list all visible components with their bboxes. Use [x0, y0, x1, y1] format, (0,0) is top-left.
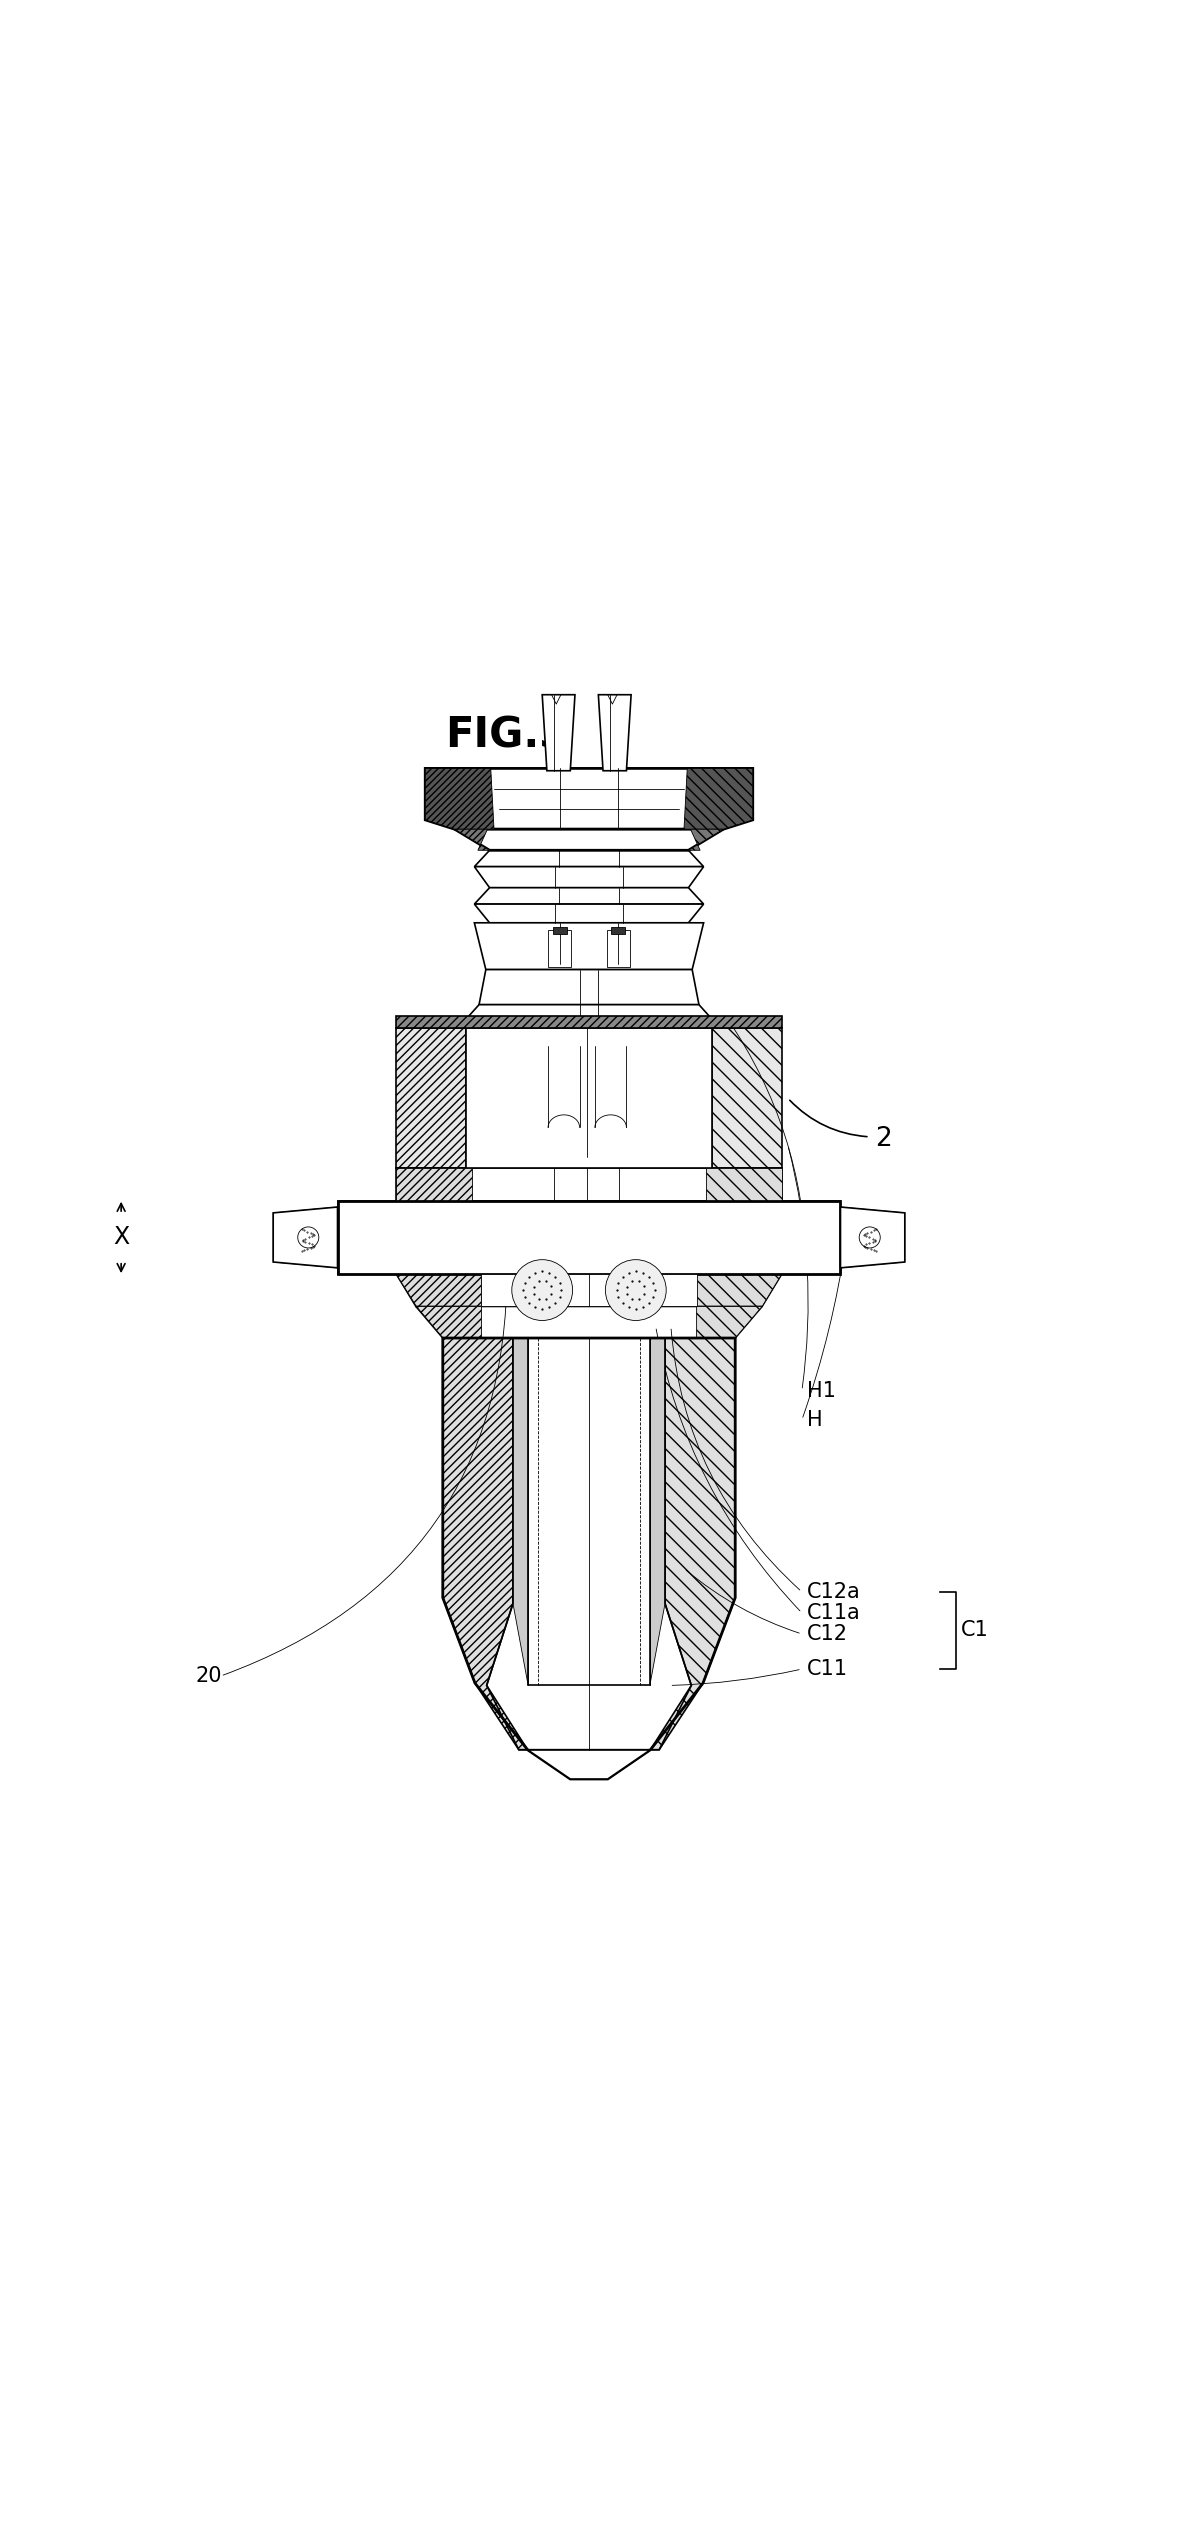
Text: H: H [807, 1411, 822, 1431]
Text: FIG.3: FIG.3 [445, 714, 569, 757]
Polygon shape [396, 1275, 782, 1307]
Polygon shape [650, 1338, 735, 1749]
Bar [528, 1338, 650, 1686]
Polygon shape [688, 830, 723, 851]
Polygon shape [396, 1201, 782, 1275]
Polygon shape [443, 1338, 528, 1749]
Polygon shape [396, 1169, 782, 1201]
Circle shape [511, 1259, 573, 1320]
Polygon shape [840, 1206, 905, 1267]
Bar [548, 929, 571, 967]
Polygon shape [396, 1027, 466, 1169]
Text: C1: C1 [961, 1620, 988, 1641]
Polygon shape [458, 1005, 720, 1027]
Polygon shape [475, 904, 703, 924]
Circle shape [859, 1227, 880, 1247]
Polygon shape [425, 767, 494, 830]
Polygon shape [542, 694, 575, 770]
Text: C11: C11 [807, 1658, 847, 1678]
Polygon shape [416, 1307, 482, 1338]
Polygon shape [512, 1338, 528, 1686]
Text: C2: C2 [812, 1257, 839, 1277]
Polygon shape [455, 830, 490, 851]
Polygon shape [706, 1169, 782, 1201]
Bar [396, 1017, 782, 1027]
Polygon shape [650, 1338, 666, 1686]
Bar [611, 926, 626, 934]
Text: X: X [113, 1227, 130, 1249]
Polygon shape [696, 1275, 782, 1307]
Polygon shape [840, 1206, 905, 1267]
Polygon shape [338, 1201, 396, 1275]
Bar [466, 1027, 712, 1169]
Polygon shape [396, 1169, 472, 1201]
Polygon shape [696, 1307, 762, 1338]
Text: C12a: C12a [807, 1583, 860, 1603]
Polygon shape [712, 1027, 782, 1169]
Polygon shape [475, 924, 703, 969]
Polygon shape [455, 830, 723, 851]
Circle shape [298, 1227, 319, 1247]
Polygon shape [475, 866, 703, 888]
Polygon shape [273, 1206, 338, 1267]
Polygon shape [598, 694, 631, 770]
Text: C12: C12 [807, 1623, 847, 1643]
Polygon shape [273, 1206, 338, 1267]
Polygon shape [528, 1749, 650, 1779]
Text: 20: 20 [196, 1666, 223, 1686]
Text: 2: 2 [875, 1126, 892, 1151]
Polygon shape [475, 888, 703, 904]
Polygon shape [782, 1201, 840, 1275]
Bar [607, 929, 630, 967]
Polygon shape [684, 767, 753, 830]
Polygon shape [475, 851, 703, 866]
Bar [552, 926, 567, 934]
Polygon shape [416, 1307, 762, 1338]
Circle shape [605, 1259, 667, 1320]
Bar [482, 1275, 696, 1307]
Text: C11a: C11a [807, 1603, 860, 1623]
Polygon shape [396, 1275, 482, 1307]
Polygon shape [425, 767, 753, 830]
Polygon shape [338, 1201, 840, 1275]
Text: H1: H1 [807, 1381, 835, 1401]
Polygon shape [479, 969, 699, 1005]
